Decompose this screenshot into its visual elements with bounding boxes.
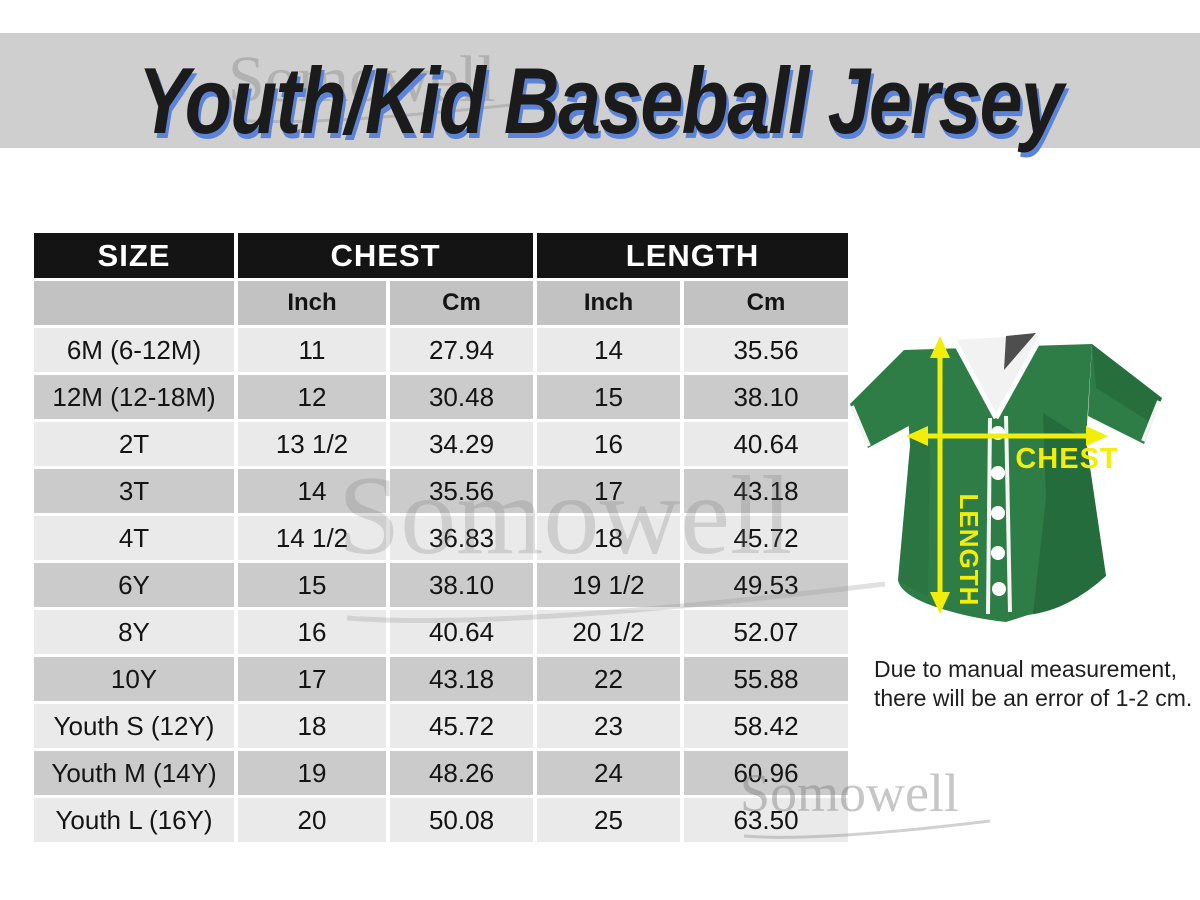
header-chest: CHEST	[238, 233, 534, 278]
table-row: 6M (6-12M) 11 27.94 14 35.56	[34, 328, 849, 372]
cell-chest-inch: 16	[238, 610, 386, 654]
cell-length-cm: 63.50	[684, 798, 849, 842]
cell-chest-inch: 13 1/2	[238, 422, 386, 466]
cell-length-inch: 24	[537, 751, 681, 795]
cell-chest-inch: 11	[238, 328, 386, 372]
cell-length-inch: 25	[537, 798, 681, 842]
length-arrow	[930, 336, 950, 614]
jersey-measurement-figure: CHEST LENGTH	[838, 318, 1183, 658]
cell-chest-cm: 48.26	[390, 751, 534, 795]
cell-chest-cm: 34.29	[390, 422, 534, 466]
measurement-note: Due to manual measurement, there will be…	[874, 655, 1194, 713]
cell-size: Youth M (14Y)	[34, 751, 234, 795]
unit-blank	[34, 281, 234, 325]
table-row: 4T 14 1/2 36.83 18 45.72	[34, 516, 849, 560]
table-header-row: SIZE CHEST LENGTH	[34, 233, 849, 278]
cell-size: 3T	[34, 469, 234, 513]
table-row: Youth L (16Y) 20 50.08 25 63.50	[34, 798, 849, 842]
cell-chest-inch: 19	[238, 751, 386, 795]
cell-length-cm: 58.42	[684, 704, 849, 748]
cell-chest-cm: 36.83	[390, 516, 534, 560]
cell-length-inch: 18	[537, 516, 681, 560]
cell-length-inch: 17	[537, 469, 681, 513]
cell-chest-cm: 50.08	[390, 798, 534, 842]
cell-length-inch: 23	[537, 704, 681, 748]
cell-chest-cm: 43.18	[390, 657, 534, 701]
cell-size: Youth S (12Y)	[34, 704, 234, 748]
cell-chest-cm: 40.64	[390, 610, 534, 654]
cell-length-cm: 55.88	[684, 657, 849, 701]
cell-chest-inch: 14	[238, 469, 386, 513]
cell-size: 10Y	[34, 657, 234, 701]
cell-length-cm: 35.56	[684, 328, 849, 372]
cell-size: 12M (12-18M)	[34, 375, 234, 419]
cell-length-inch: 15	[537, 375, 681, 419]
cell-length-cm: 40.64	[684, 422, 849, 466]
header-length: LENGTH	[537, 233, 849, 278]
unit-chest-inch: Inch	[238, 281, 386, 325]
cell-length-cm: 43.18	[684, 469, 849, 513]
cell-chest-inch: 12	[238, 375, 386, 419]
cell-chest-cm: 38.10	[390, 563, 534, 607]
cell-chest-inch: 14 1/2	[238, 516, 386, 560]
cell-size: 6M (6-12M)	[34, 328, 234, 372]
cell-length-inch: 16	[537, 422, 681, 466]
unit-length-cm: Cm	[684, 281, 849, 325]
cell-size: Youth L (16Y)	[34, 798, 234, 842]
page-title: Youth/Kid Baseball Jersey	[137, 48, 1064, 153]
cell-size: 4T	[34, 516, 234, 560]
jersey-illustration: CHEST LENGTH	[850, 333, 1162, 622]
cell-length-cm: 52.07	[684, 610, 849, 654]
cell-chest-inch: 20	[238, 798, 386, 842]
chest-arrow	[906, 426, 1108, 446]
cell-chest-cm: 27.94	[390, 328, 534, 372]
table-row: 10Y 17 43.18 22 55.88	[34, 657, 849, 701]
table-row: 8Y 16 40.64 20 1/2 52.07	[34, 610, 849, 654]
size-chart-table: SIZE CHEST LENGTH Inch Cm Inch Cm 6M (6-…	[30, 230, 852, 845]
table-row: Youth S (12Y) 18 45.72 23 58.42	[34, 704, 849, 748]
table-row: Youth M (14Y) 19 48.26 24 60.96	[34, 751, 849, 795]
cell-chest-cm: 35.56	[390, 469, 534, 513]
cell-chest-inch: 17	[238, 657, 386, 701]
cell-length-inch: 19 1/2	[537, 563, 681, 607]
cell-size: 2T	[34, 422, 234, 466]
table-units-row: Inch Cm Inch Cm	[34, 281, 849, 325]
cell-length-cm: 49.53	[684, 563, 849, 607]
cell-chest-cm: 45.72	[390, 704, 534, 748]
cell-size: 8Y	[34, 610, 234, 654]
table-row: 6Y 15 38.10 19 1/2 49.53	[34, 563, 849, 607]
cell-length-cm: 60.96	[684, 751, 849, 795]
unit-chest-cm: Cm	[390, 281, 534, 325]
cell-chest-inch: 18	[238, 704, 386, 748]
cell-length-inch: 14	[537, 328, 681, 372]
note-line-1: Due to manual measurement,	[874, 656, 1177, 682]
table-row: 12M (12-18M) 12 30.48 15 38.10	[34, 375, 849, 419]
cell-size: 6Y	[34, 563, 234, 607]
cell-chest-inch: 15	[238, 563, 386, 607]
cell-length-inch: 20 1/2	[537, 610, 681, 654]
cell-chest-cm: 30.48	[390, 375, 534, 419]
cell-length-cm: 45.72	[684, 516, 849, 560]
chest-label: CHEST	[1015, 443, 1118, 475]
note-line-2: there will be an error of 1-2 cm.	[874, 685, 1193, 711]
length-label: LENGTH	[954, 494, 984, 607]
cell-length-cm: 38.10	[684, 375, 849, 419]
title-banner: Youth/Kid Baseball Jersey	[0, 33, 1200, 153]
table-row: 2T 13 1/2 34.29 16 40.64	[34, 422, 849, 466]
header-size: SIZE	[34, 233, 234, 278]
unit-length-inch: Inch	[537, 281, 681, 325]
cell-length-inch: 22	[537, 657, 681, 701]
table-row: 3T 14 35.56 17 43.18	[34, 469, 849, 513]
